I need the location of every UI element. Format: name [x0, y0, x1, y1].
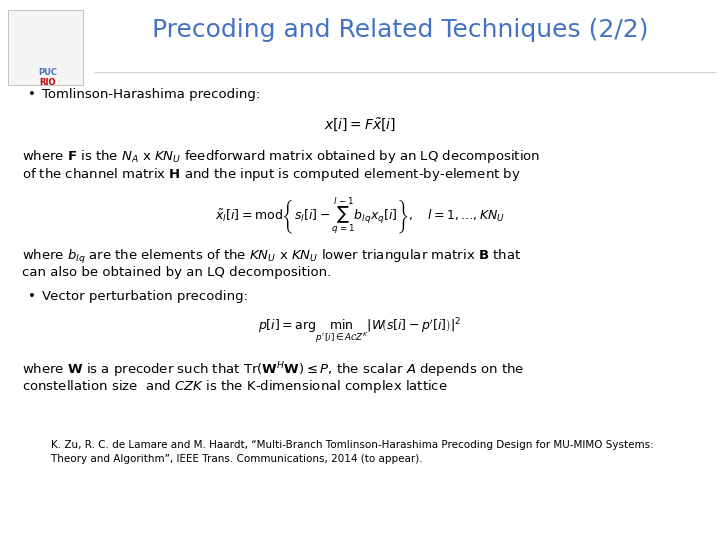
- Text: of the channel matrix $\mathbf{H}$ and the input is computed element-by-element : of the channel matrix $\mathbf{H}$ and t…: [22, 166, 521, 183]
- Text: PUC: PUC: [38, 68, 58, 77]
- Text: can also be obtained by an LQ decomposition.: can also be obtained by an LQ decomposit…: [22, 266, 331, 279]
- Text: RIO: RIO: [40, 78, 56, 87]
- Text: $x[i] = F\tilde{x}[i]$: $x[i] = F\tilde{x}[i]$: [324, 116, 396, 133]
- Text: Vector perturbation precoding:: Vector perturbation precoding:: [42, 290, 248, 303]
- Text: $p[i] = \arg\!\min_{p'[i]\in A\mathcal{C}Z^K} \left|W\!\left(s[i]-p'[i]\right)\r: $p[i] = \arg\!\min_{p'[i]\in A\mathcal{C…: [258, 316, 462, 345]
- Text: $\tilde{x}_l[i] = \mathrm{mod}\left\{s_l[i] - \sum_{q=1}^{l-1} b_{lq} x_q[i]\rig: $\tilde{x}_l[i] = \mathrm{mod}\left\{s_l…: [215, 195, 505, 236]
- Text: where $\mathbf{F}$ is the $N_A$ x $KN_U$ feedforward matrix obtained by an LQ de: where $\mathbf{F}$ is the $N_A$ x $KN_U$…: [22, 148, 540, 165]
- Text: where $b_{lq}$ are the elements of the $KN_U$ x $KN_U$ lower triangular matrix $: where $b_{lq}$ are the elements of the $…: [22, 248, 521, 266]
- Text: Precoding and Related Techniques (2/2): Precoding and Related Techniques (2/2): [152, 18, 648, 42]
- FancyBboxPatch shape: [8, 10, 83, 85]
- Text: •: •: [28, 290, 36, 303]
- Text: constellation size  and $CZK$ is the K-dimensional complex lattice: constellation size and $CZK$ is the K-di…: [22, 378, 448, 395]
- Text: Tomlinson-Harashima precoding:: Tomlinson-Harashima precoding:: [42, 88, 260, 101]
- Text: where $\mathbf{W}$ is a precoder such that $\mathrm{Tr}(\mathbf{W}^H\mathbf{W})\: where $\mathbf{W}$ is a precoder such th…: [22, 360, 524, 380]
- Text: K. Zu, R. C. de Lamare and M. Haardt, “Multi-Branch Tomlinson-Harashima Precodin: K. Zu, R. C. de Lamare and M. Haardt, “M…: [38, 440, 654, 464]
- Text: •: •: [28, 88, 36, 101]
